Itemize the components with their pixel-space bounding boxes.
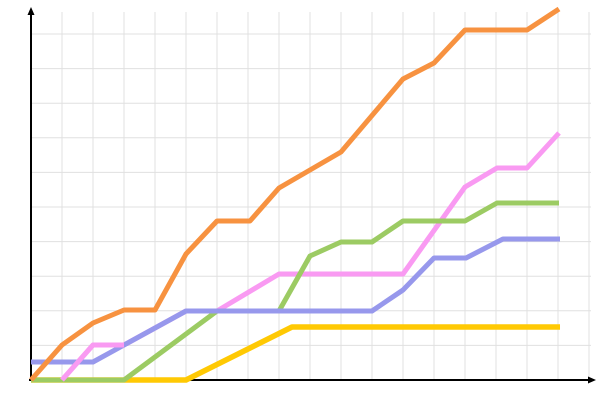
data-series — [29, 6, 561, 383]
series-orange-line — [29, 6, 561, 382]
y-axis-arrow-icon — [27, 7, 35, 15]
series-green-line — [31, 200, 559, 383]
x-axis-arrow-icon — [588, 376, 596, 384]
series-pink-start-overlay-line — [60, 342, 124, 382]
